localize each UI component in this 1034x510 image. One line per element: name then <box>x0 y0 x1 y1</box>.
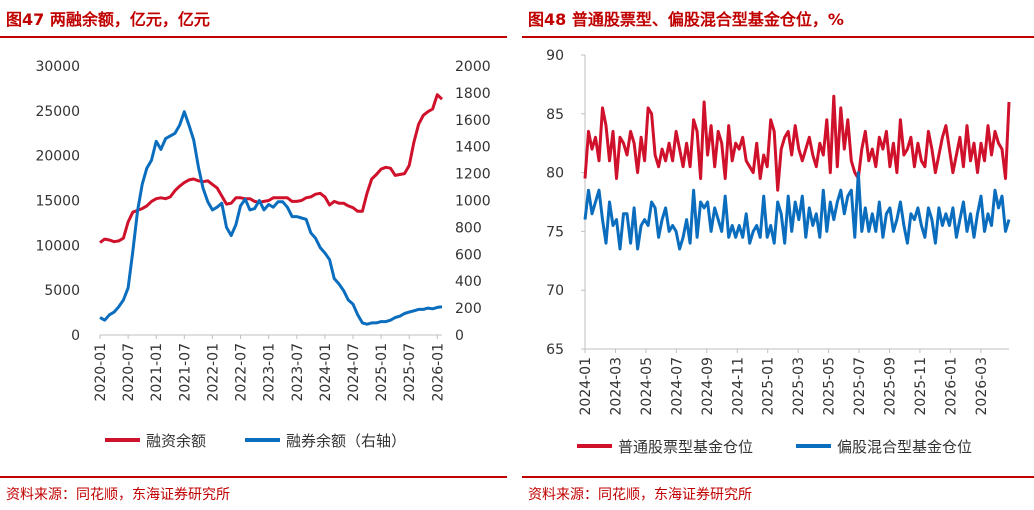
y-tick-label: 65 <box>546 342 564 358</box>
source-rule <box>0 476 507 478</box>
y-tick-left-label: 20000 <box>35 149 80 165</box>
y-tick-right-label: 600 <box>455 247 482 263</box>
x-tick-label: 2025-09 <box>883 357 899 416</box>
y-tick-right-label: 1600 <box>455 113 491 129</box>
source-note: 资料来源：同花顺，东海证券研究所 <box>6 487 230 503</box>
x-tick-label: 2024-01 <box>318 343 334 402</box>
source-note: 资料来源：同花顺，东海证券研究所 <box>528 487 752 503</box>
y-tick-label: 85 <box>546 107 564 123</box>
source-rule <box>522 476 1034 478</box>
y-tick-label: 90 <box>546 48 564 64</box>
x-tick-label: 2022-07 <box>234 343 250 402</box>
x-tick-label: 2024-03 <box>608 357 624 416</box>
legend-label-financing: 融资余额 <box>146 432 206 450</box>
fund-position-chart: 65 70 75 80 85 90 2024-01 2024-03 2024-05 2024-07… <box>546 48 1011 456</box>
x-tick-label: 2021-01 <box>149 343 165 402</box>
series-line-equity-fund <box>583 94 1011 192</box>
x-tick-label: 2026-03 <box>974 357 990 416</box>
x-tick-label: 2025-01 <box>761 357 777 416</box>
y-tick-right-label: 2000 <box>455 59 491 75</box>
x-tick-label: 2020-01 <box>93 343 109 402</box>
title-rule <box>0 36 507 38</box>
x-tick-label: 2024-05 <box>639 357 655 416</box>
x-tick-label: 2026-01 <box>943 357 959 416</box>
x-tick-label: 2024-11 <box>730 357 746 416</box>
y-tick-right-label: 800 <box>455 220 482 236</box>
chart-panel-margin: 图47 两融余额，亿元，亿元 0 5000 10000 15000 20000 25000… <box>0 0 507 510</box>
x-tick-label: 2020-07 <box>121 343 137 402</box>
legend-label-mixed-fund: 偏股混合型基金仓位 <box>837 438 972 456</box>
y-tick-left-label: 10000 <box>35 238 80 254</box>
x-tick-label: 2026-01 <box>430 343 446 402</box>
series-line-mixed-fund <box>583 171 1011 251</box>
y-tick-label: 80 <box>546 166 564 182</box>
y-tick-right-label: 200 <box>455 301 482 317</box>
y-tick-left-label: 15000 <box>35 194 80 210</box>
y-tick-right-label: 400 <box>455 274 482 290</box>
y-tick-label: 75 <box>546 224 564 240</box>
y-tick-label: 70 <box>546 283 564 299</box>
x-tick-label: 2024-07 <box>669 357 685 416</box>
x-tick-label: 2025-03 <box>791 357 807 416</box>
x-tick-label: 2022-01 <box>205 343 221 402</box>
chart-panel-fund: 图48 普通股票型、偏股混合型基金仓位，% 65 70 75 80 85 90 2024-0… <box>522 0 1034 510</box>
x-tick-label: 2023-07 <box>290 343 306 402</box>
y-tick-left-label: 30000 <box>35 59 80 75</box>
legend-label-securities-lending: 融券余额（右轴） <box>286 432 406 450</box>
y-tick-right-label: 0 <box>455 328 464 344</box>
y-tick-right-label: 1800 <box>455 86 491 102</box>
x-tick-label: 2024-01 <box>578 357 594 416</box>
y-tick-right-label: 1200 <box>455 167 491 183</box>
x-tick-label: 2025-05 <box>822 357 838 416</box>
legend-label-equity-fund: 普通股票型基金仓位 <box>618 438 753 456</box>
x-tick-label: 2025-07 <box>402 343 418 402</box>
y-tick-left-label: 0 <box>71 328 80 344</box>
x-tick-label: 2024-07 <box>346 343 362 402</box>
series-line-financing <box>99 93 444 244</box>
x-tick-label: 2024-09 <box>700 357 716 416</box>
margin-balance-chart: 0 5000 10000 15000 20000 25000 30000 0 200 400 600… <box>35 59 491 450</box>
figure-title: 图47 两融余额，亿元，亿元 <box>6 10 210 29</box>
x-tick-label: 2025-11 <box>913 357 929 416</box>
x-tick-label: 2025-07 <box>852 357 868 416</box>
title-rule <box>522 36 1034 38</box>
y-tick-left-label: 25000 <box>35 104 80 120</box>
x-tick-label: 2025-01 <box>374 343 390 402</box>
y-tick-left-label: 5000 <box>44 283 80 299</box>
x-tick-label: 2021-07 <box>177 343 193 402</box>
y-tick-right-label: 1400 <box>455 140 491 156</box>
figure-title: 图48 普通股票型、偏股混合型基金仓位，% <box>528 10 844 29</box>
series-line-securities-lending <box>99 110 443 326</box>
y-tick-right-label: 1000 <box>455 194 491 210</box>
x-tick-label: 2023-01 <box>262 343 278 402</box>
